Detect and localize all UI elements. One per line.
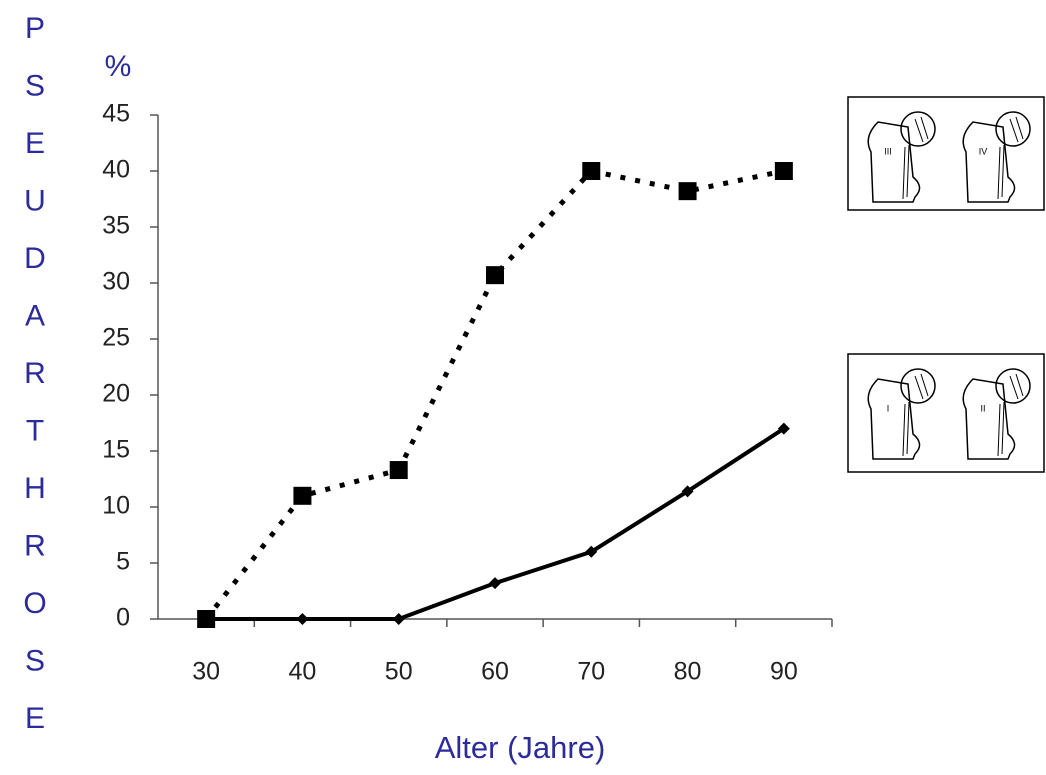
marker [678, 182, 697, 201]
y-unit: % [105, 50, 132, 83]
marker [486, 266, 504, 285]
y-tick-label: 30 [102, 268, 130, 296]
marker [392, 613, 405, 625]
legend-icon [900, 111, 936, 147]
legend-icon [902, 116, 929, 200]
x-tick-label: 80 [674, 658, 702, 686]
marker [489, 577, 501, 590]
legend-box [847, 96, 1045, 211]
y-tick-label: 45 [102, 100, 130, 128]
y-tick-label: 25 [102, 324, 130, 352]
x-tick-label: 40 [289, 658, 317, 686]
marker [774, 162, 793, 180]
legend-icon [997, 373, 1024, 457]
y-tick-label: 20 [102, 380, 130, 408]
marker [585, 545, 598, 558]
series-line [206, 426, 785, 621]
marker [200, 613, 213, 625]
legend-icon [900, 368, 936, 404]
legend-icon [867, 121, 921, 203]
y-tick-label: 10 [102, 492, 130, 520]
legend-icon [962, 121, 1016, 203]
y-tick-label: 0 [116, 604, 130, 632]
series-line [204, 168, 785, 621]
marker [582, 162, 601, 180]
legend-icon [995, 111, 1031, 147]
y-tick-label: 5 [116, 548, 130, 576]
marker [681, 485, 694, 498]
legend-icon [995, 368, 1031, 404]
x-tick-label: 30 [192, 658, 220, 686]
legend-icon [902, 373, 929, 457]
x-tick-label: 50 [385, 658, 413, 686]
y-tick-label: 40 [102, 156, 130, 184]
y-tick-label: 15 [102, 436, 130, 464]
marker [296, 613, 309, 625]
legend-label: II [980, 403, 985, 413]
legend-box [847, 353, 1045, 473]
x-tick-label: 70 [577, 658, 605, 686]
legend-label: IV [979, 146, 988, 156]
legend-label: III [884, 146, 892, 156]
marker [389, 461, 408, 480]
marker [777, 422, 790, 435]
legend-label: I [887, 403, 890, 413]
legend-icon [962, 378, 1016, 460]
legend-icon [997, 116, 1024, 200]
x-axis-label: Alter (Jahre) [435, 730, 606, 765]
y-tick-label: 35 [102, 212, 130, 240]
x-tick-label: 90 [770, 658, 798, 686]
x-tick-label: 60 [481, 658, 509, 686]
legend-icon [867, 378, 921, 460]
marker [293, 486, 312, 505]
